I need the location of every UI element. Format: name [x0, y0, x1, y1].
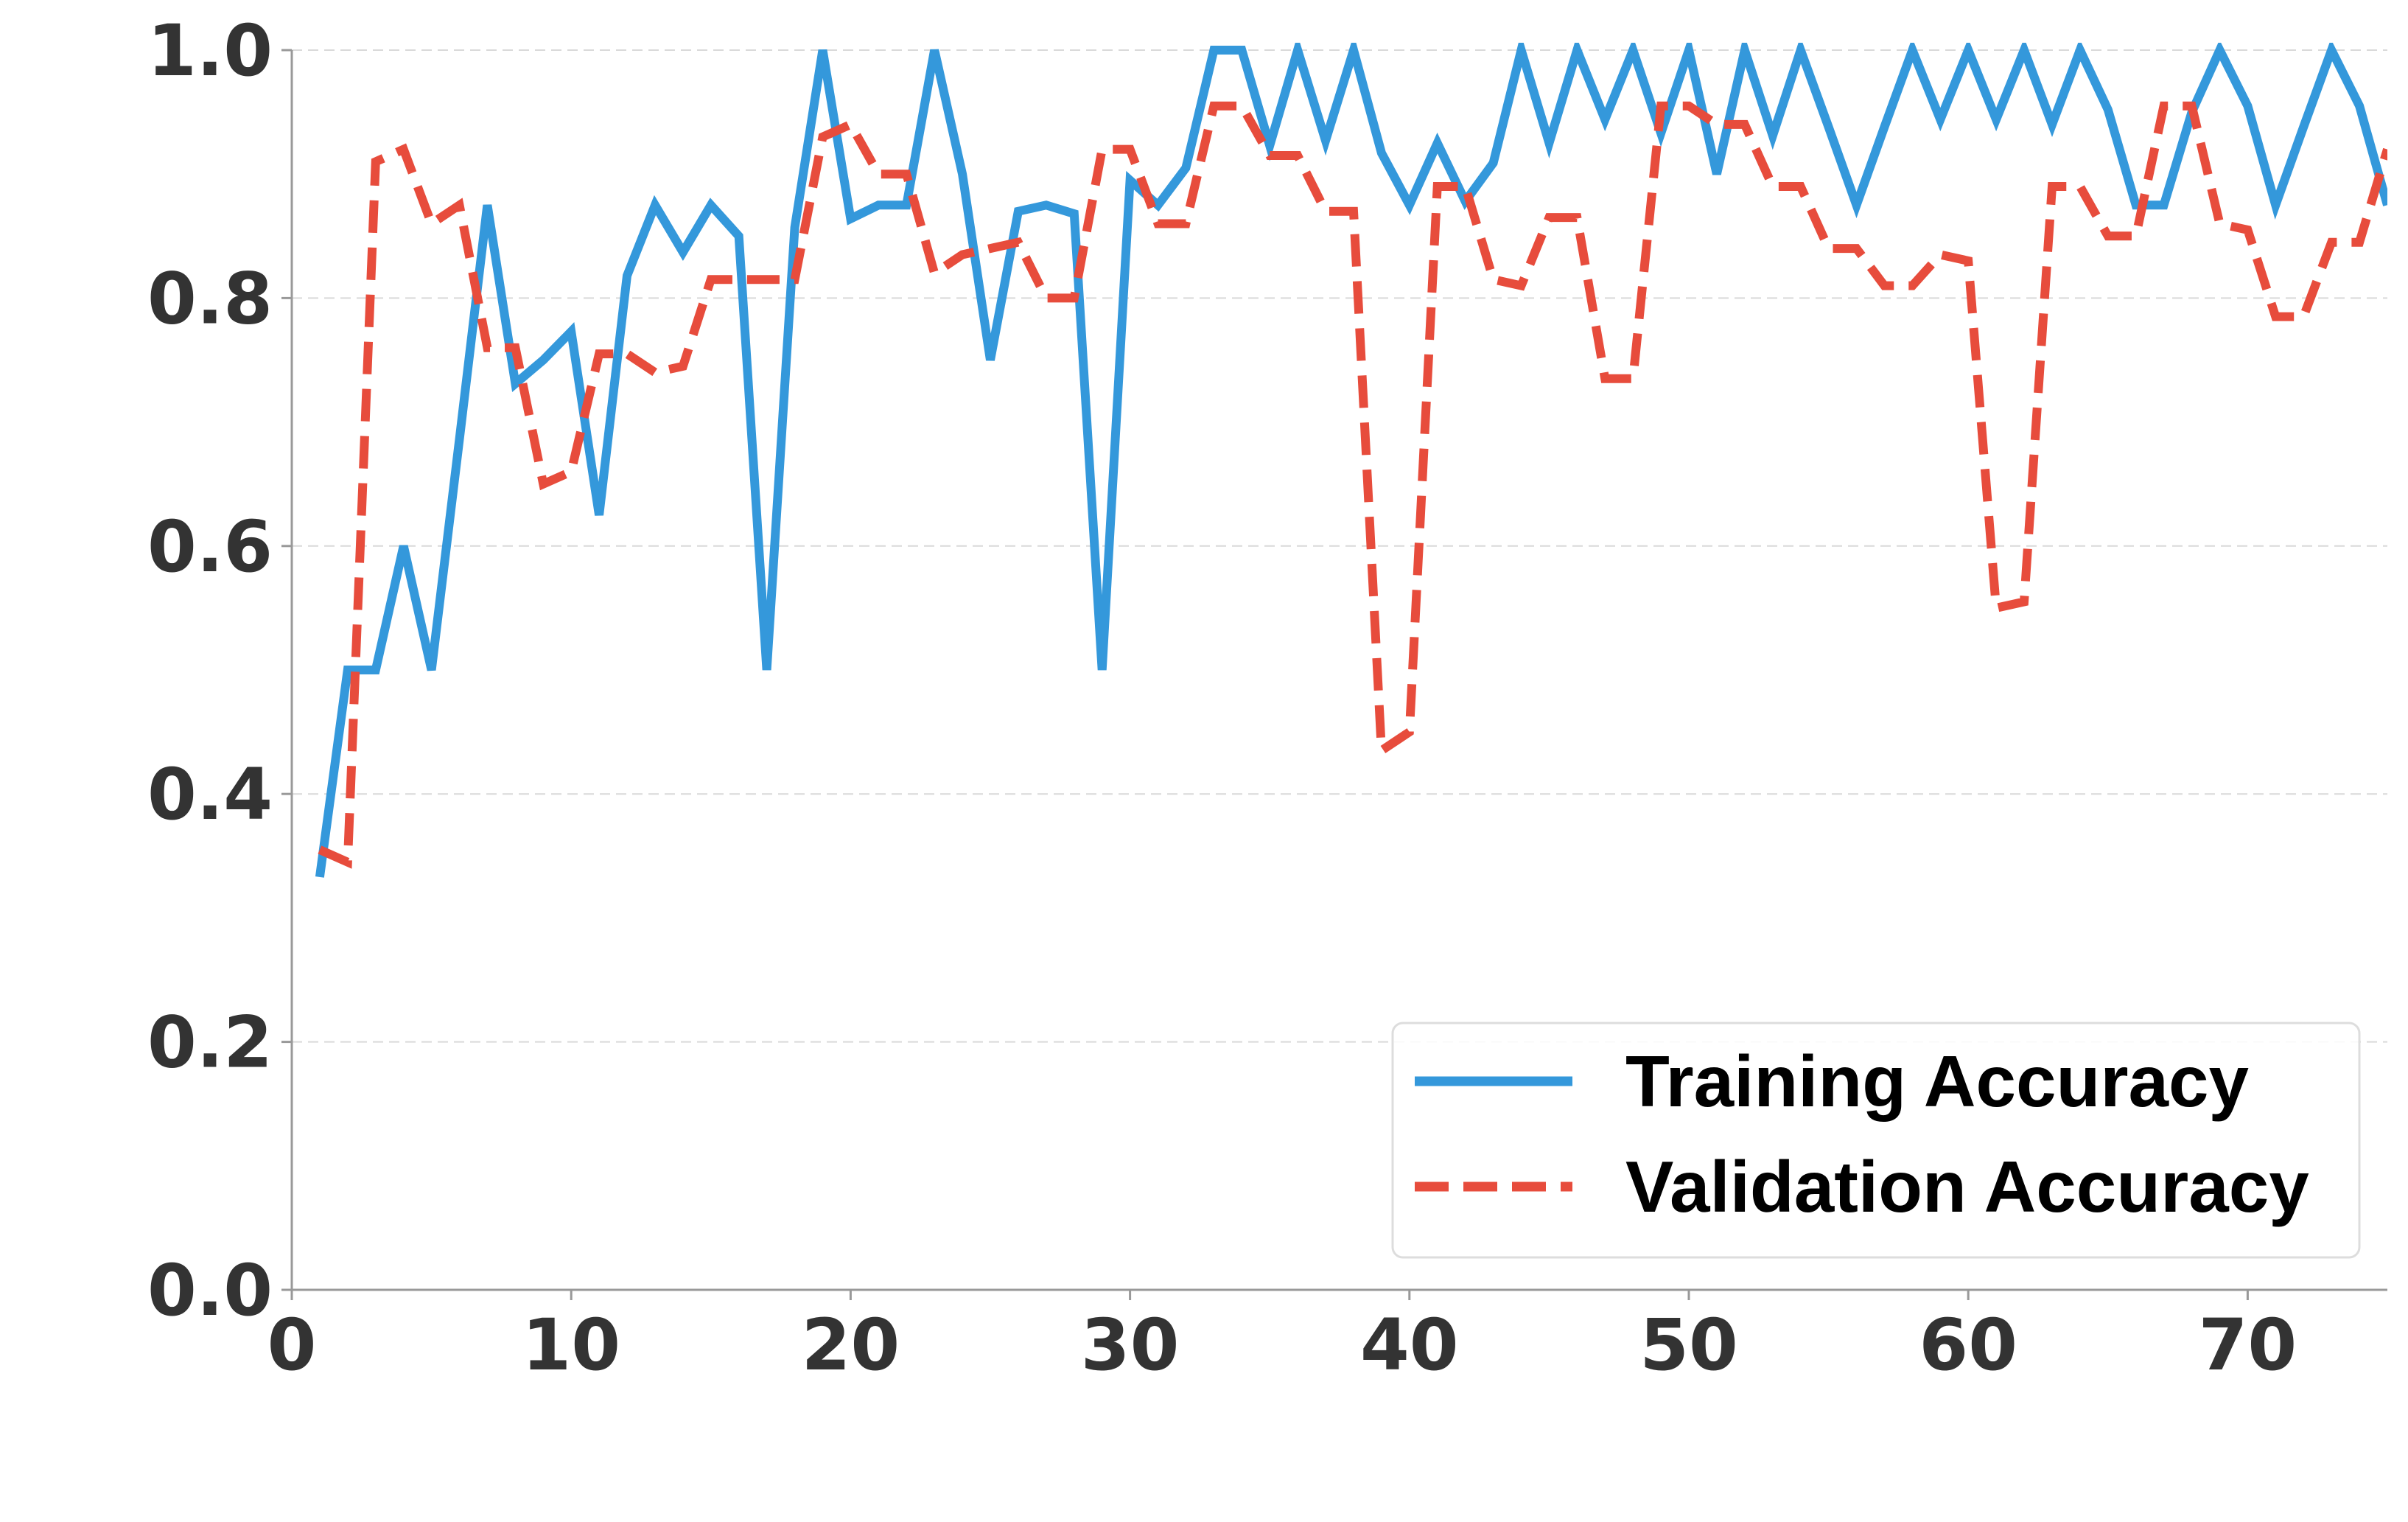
y-tick-label: 1.0 — [147, 10, 273, 92]
legend-label-validation: Validation Accuracy — [1625, 1146, 2309, 1227]
y-tick-label: 0.6 — [147, 506, 273, 588]
x-tick-label: 40 — [1360, 1304, 1459, 1386]
legend-box — [1391, 1022, 2361, 1259]
legend: Training Accuracy Validation Accuracy — [1391, 1022, 2361, 1259]
x-tick-label: 0 — [267, 1304, 317, 1386]
x-tick-label: 30 — [1081, 1304, 1180, 1386]
x-tick-label: 10 — [522, 1304, 620, 1386]
training-accuracy-line — [315, 43, 2387, 878]
x-tick-label: 50 — [1639, 1304, 1738, 1386]
grid-layer — [292, 49, 2387, 1043]
x-tick-label: 60 — [1919, 1304, 2017, 1386]
y-tick-label: 0.4 — [147, 753, 273, 836]
validation-accuracy-line — [318, 101, 2387, 869]
axes-layer: 0.0 0.2 0.4 0.6 0.8 1.0 0 10 20 30 40 50 60 70 — [147, 10, 2387, 1386]
series-layer — [315, 43, 2387, 878]
y-tick-label: 0.8 — [147, 257, 273, 340]
legend-label-training: Training Accuracy — [1625, 1041, 2249, 1122]
x-tick-label: 20 — [802, 1304, 900, 1386]
y-tick-label: 0.0 — [147, 1249, 273, 1332]
x-tick-label: 70 — [2199, 1304, 2297, 1386]
y-tick-label: 0.2 — [147, 1002, 273, 1084]
